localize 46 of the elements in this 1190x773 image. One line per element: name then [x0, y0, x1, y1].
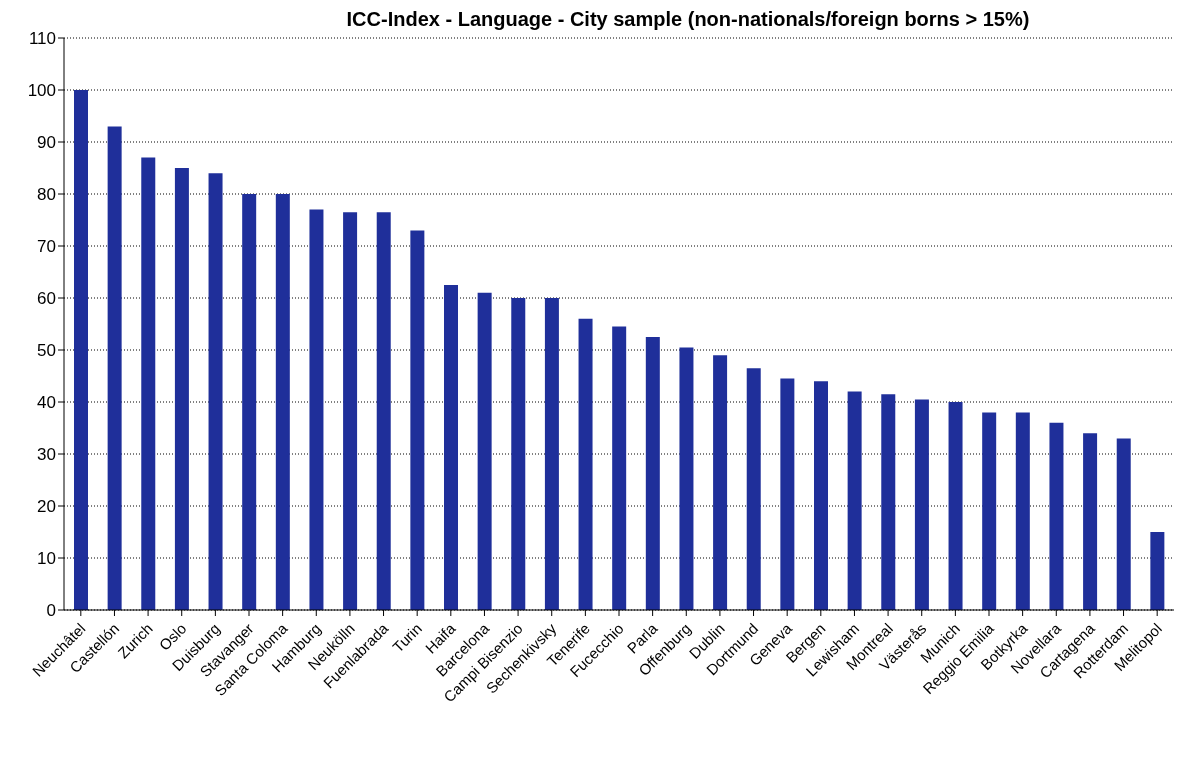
bar [914, 399, 929, 610]
bar [343, 212, 358, 610]
bar [242, 194, 257, 610]
bar [814, 381, 828, 610]
bar [174, 168, 189, 610]
bar [477, 292, 492, 610]
bar [982, 412, 997, 610]
bar [208, 173, 223, 610]
bar [1116, 438, 1131, 610]
bar [1150, 532, 1165, 610]
bar [612, 326, 627, 610]
bar [881, 394, 896, 610]
bar [1049, 422, 1064, 610]
bar [141, 157, 156, 610]
y-tick-label: 0 [46, 601, 56, 621]
bar [544, 298, 559, 610]
bar [948, 402, 963, 610]
bar [410, 230, 425, 610]
bar [376, 212, 391, 610]
bar [107, 126, 122, 610]
bar [275, 194, 290, 610]
bar [713, 355, 728, 610]
y-tick-label: 30 [37, 445, 56, 465]
y-tick-label: 40 [37, 393, 56, 413]
y-tick-label: 80 [37, 185, 56, 205]
y-tick-label: 60 [37, 289, 56, 309]
bar [746, 368, 761, 610]
chart-title: ICC-Index - Language - City sample (non-nationals/foreign borns > 15%) [345, 8, 1031, 30]
y-tick-label: 70 [37, 237, 56, 257]
y-tick-label: 20 [37, 497, 56, 517]
bar [74, 90, 88, 610]
bar [780, 378, 795, 610]
bar [847, 391, 862, 610]
bar [309, 209, 324, 610]
bar [1083, 433, 1098, 610]
y-tick-label: 100 [27, 81, 56, 101]
y-tick-label: 50 [37, 341, 56, 361]
y-tick-label: 10 [37, 549, 56, 569]
bar [679, 347, 694, 610]
y-tick-label: 90 [37, 133, 56, 153]
bar [578, 318, 593, 610]
bar [1015, 412, 1030, 610]
y-tick-label: 110 [28, 29, 56, 49]
bar [444, 285, 458, 610]
bar [511, 298, 526, 610]
bar [645, 337, 660, 610]
